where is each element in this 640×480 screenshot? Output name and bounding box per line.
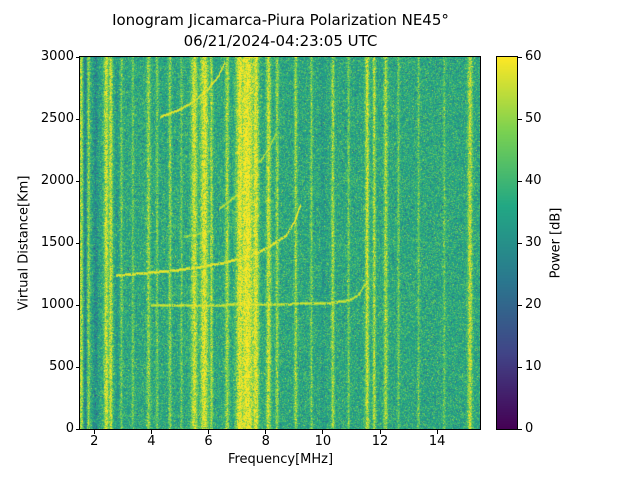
colorbar-tick-mark: [518, 366, 522, 368]
colorbar-canvas: [497, 57, 517, 429]
chart-title-line2: 06/21/2024-04:23:05 UTC: [183, 32, 378, 50]
colorbar-tick-label: 40: [525, 173, 542, 188]
x-tick-mark: [208, 430, 210, 434]
y-tick-mark: [75, 118, 80, 120]
x-tick-mark: [322, 430, 324, 434]
y-axis-label: Virtual Distance[Km]: [16, 175, 32, 311]
heatmap-canvas: [80, 57, 480, 429]
colorbar-tick-mark: [518, 428, 522, 430]
x-tick-label: 6: [204, 434, 213, 449]
colorbar-tick-label: 20: [525, 297, 542, 312]
y-tick-label: 3000: [40, 49, 74, 64]
y-tick-label: 0: [65, 421, 74, 436]
colorbar-tick-label: 10: [525, 359, 542, 374]
x-tick-mark: [93, 430, 95, 434]
colorbar-tick-mark: [518, 56, 522, 58]
x-tick-label: 10: [314, 434, 332, 449]
colorbar-label: Power [dB]: [548, 207, 564, 279]
y-tick-mark: [75, 180, 80, 182]
y-tick-mark: [75, 56, 80, 58]
colorbar-tick-label: 50: [525, 111, 542, 126]
colorbar-tick-mark: [518, 304, 522, 306]
colorbar-tick-mark: [518, 118, 522, 120]
x-tick-label: 4: [147, 434, 156, 449]
x-tick-mark: [265, 430, 267, 434]
y-tick-label: 500: [49, 359, 74, 374]
colorbar-tick-label: 0: [525, 421, 534, 436]
y-tick-label: 2000: [40, 173, 74, 188]
colorbar-tick-mark: [518, 180, 522, 182]
y-tick-mark: [75, 428, 80, 430]
colorbar-tick-label: 60: [525, 49, 542, 64]
y-tick-mark: [75, 304, 80, 306]
colorbar-tick-mark: [518, 242, 522, 244]
y-tick-mark: [75, 242, 80, 244]
x-tick-label: 12: [371, 434, 389, 449]
chart-title: Ionogram Jicamarca-Piura Polarization NE…: [80, 10, 481, 52]
colorbar-tick-label: 30: [525, 235, 542, 250]
y-tick-label: 1500: [40, 235, 74, 250]
x-axis-label: Frequency[MHz]: [227, 452, 334, 467]
x-tick-label: 14: [428, 434, 446, 449]
y-tick-mark: [75, 366, 80, 368]
x-tick-label: 2: [90, 434, 99, 449]
x-tick-label: 8: [261, 434, 270, 449]
y-tick-label: 1000: [40, 297, 74, 312]
x-tick-mark: [379, 430, 381, 434]
x-tick-mark: [150, 430, 152, 434]
chart-title-line1: Ionogram Jicamarca-Piura Polarization NE…: [112, 11, 449, 29]
x-tick-mark: [436, 430, 438, 434]
y-tick-label: 2500: [40, 111, 74, 126]
